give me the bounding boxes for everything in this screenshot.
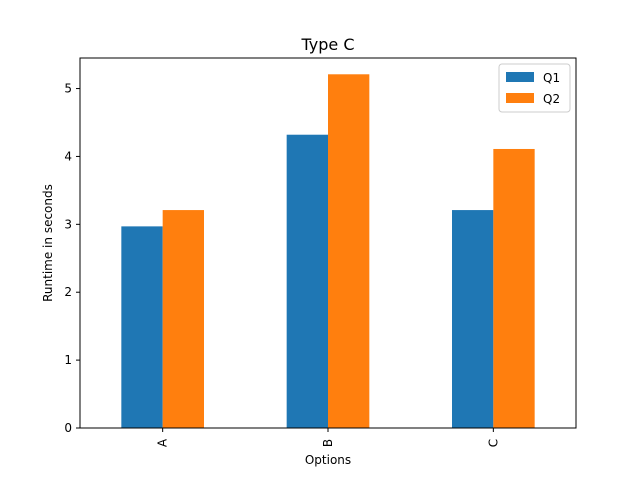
legend-label-q2: Q2: [543, 92, 560, 106]
x-axis-label: Options: [305, 453, 351, 467]
bar-q1-a: [121, 226, 163, 428]
x-tick-label: C: [486, 439, 500, 447]
legend-swatch-q1: [506, 72, 534, 82]
y-tick-label: 4: [64, 149, 72, 163]
y-axis-label: Runtime in seconds: [41, 184, 55, 302]
x-tick-label: B: [321, 439, 335, 447]
legend-label-q1: Q1: [543, 71, 560, 85]
y-tick-label: 3: [64, 217, 72, 231]
bar-q2-c: [493, 148, 535, 428]
x-axis: A B C: [156, 428, 500, 447]
x-tick-label: A: [156, 438, 170, 447]
legend: Q1 Q2: [498, 63, 571, 113]
bar-q1-b: [286, 134, 328, 429]
y-tick-label: 0: [64, 421, 72, 435]
bar-q2-b: [328, 74, 370, 428]
bars-group: [121, 74, 535, 429]
y-tick-label: 2: [64, 285, 72, 299]
legend-swatch-q2: [506, 93, 534, 103]
y-tick-label: 5: [64, 82, 72, 96]
y-axis: 0 1 2 3 4 5: [64, 82, 80, 435]
bar-q1-c: [452, 210, 494, 428]
chart-title: Type C: [300, 35, 354, 54]
y-tick-label: 1: [64, 353, 72, 367]
bar-q2-a: [162, 210, 204, 428]
